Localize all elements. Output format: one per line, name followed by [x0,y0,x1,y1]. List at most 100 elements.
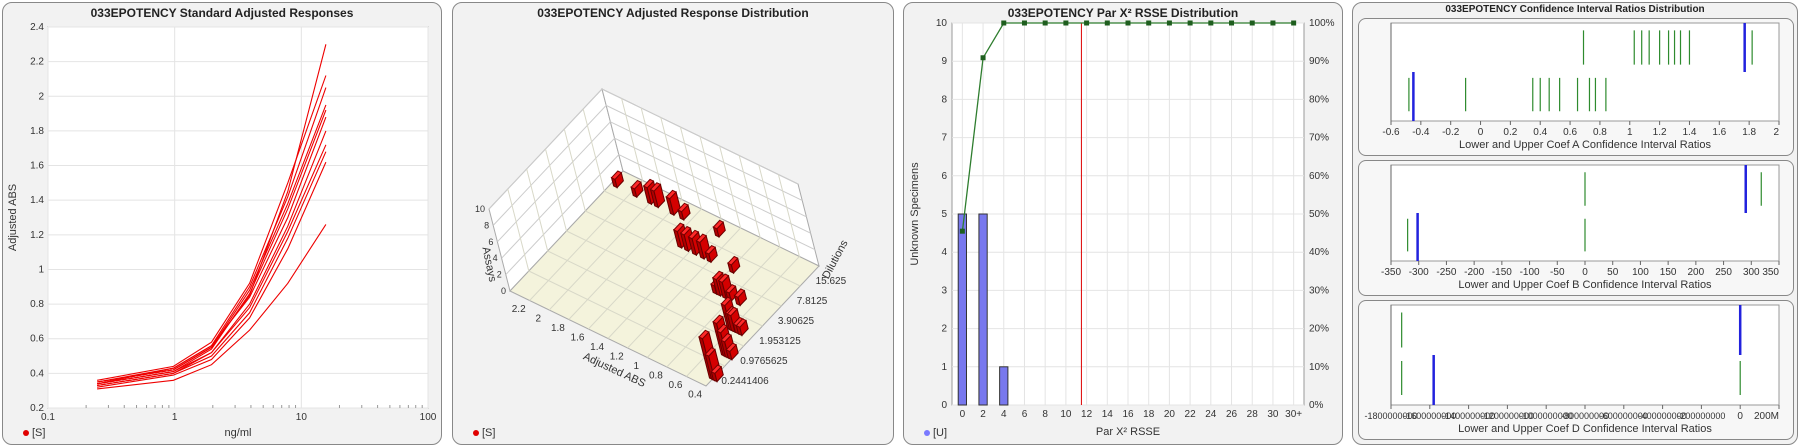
x-tick-label: 16 [1122,409,1134,420]
cumulative-point [1249,20,1255,26]
y2-tick-label: 40% [1309,247,1329,258]
cumulative-point [980,55,986,61]
x-axis-label: Lower and Upper Coef B Confidence Interv… [1458,279,1712,291]
panel-title: 033EPOTENCY Adjusted Response Distributi… [537,6,809,20]
z-tick-label: 8 [484,220,489,230]
x-tick-label: 350 [1762,267,1779,278]
x-tick-label: -800000000 [1561,411,1609,421]
y-tick-label: 1.4 [30,195,44,206]
bar-top [720,332,732,343]
legend-dot-icon [23,430,29,436]
bar-top [677,202,689,213]
standard-responses-chart: 0.2 0.4 0.6 0.8 1 1.2 1.4 1.6 1.8 2 2.2 2.4 0.1 1 10 10… [7,22,437,439]
bar-top [687,229,700,240]
x-tick-label: 0.4 [1533,127,1547,138]
bar-top [712,314,724,325]
y-tick-label: 0.4 [30,368,44,379]
y-tick-label: 0 [941,400,947,411]
y2-tick-label: 10% [1309,362,1329,373]
y-tick-label: 1.2 [30,230,44,241]
x-tick-label: 50 [1607,267,1619,278]
coef-b-subchart: -350 -300 -250 -200 -150 -100 -50 0 50 100 150 200 2… [1358,160,1794,296]
x-tick-label: 2 [980,409,986,420]
y-tick-label: 2.2 [30,57,44,68]
bar-top [725,342,737,353]
y-tick-label: 15.625 [816,276,847,287]
cumulative-point [1104,20,1110,26]
legend[interactable]: [S] [473,427,495,439]
bar-top [649,182,662,192]
x-tick-label: -200000000 [1677,411,1725,421]
x-tick-label: 14 [1102,409,1114,420]
plot-area [1390,304,1780,406]
legend[interactable]: [S] [23,427,45,439]
cumulative-point [1208,20,1214,26]
x-tick-label: 30 [1267,409,1279,420]
legend-label: [U] [933,427,948,439]
y-tick-label: 0.8 [30,299,44,310]
bar-top [695,233,708,244]
y2-tick-label: 70% [1309,133,1329,144]
x-tick-label: -300 [1409,267,1429,278]
y2-tick-label: 90% [1309,56,1329,67]
x-tick-label: 0.8 [1593,127,1607,138]
y-tick-label: 1.8 [30,126,44,137]
y-tick-label: 10 [936,18,948,29]
response-distribution-panel: 033EPOTENCY Adjusted Response Distributi… [452,2,894,445]
x-tick-label: 1 [1627,127,1633,138]
z-gridline [488,88,799,210]
y-axis-label: Adjusted ABS [7,184,19,251]
histogram-bar [978,213,988,406]
response-distribution-chart: 2.2 2 1.8 1.6 1.4 1.2 1 0.8 0.6 0.4 0.2441406 0.976… [475,87,851,401]
x-tick-label: 0.6 [1563,127,1577,138]
x-tick-label: 2.2 [512,304,526,315]
series-line [97,75,327,381]
x-tick-label: 1.8 [551,323,565,334]
x-tick-label: -1600000000 [1403,411,1456,421]
y-gridline [507,188,726,367]
x-axis-label: Lower and Upper Coef A Confidence Interv… [1459,139,1711,151]
y-gridline [545,148,763,327]
x-tick-label: -200 [1464,267,1484,278]
bar-top [704,347,716,357]
y-gridline [526,168,744,347]
bar-top [720,296,732,307]
bar-top [717,273,730,284]
x-tick-label: 1.6 [571,333,585,344]
x-tick-label: 10 [1060,409,1072,420]
x-tick-label: 22 [1185,409,1197,420]
x-tick-label: 20 [1164,409,1176,420]
y-tick-label: 7 [941,133,947,144]
bar-top [724,283,737,294]
bar-top [733,288,746,298]
y-tick-label: 0.6 [30,334,44,345]
series-line [97,144,327,385]
cumulative-point [1063,20,1069,26]
x-tick-label: -0.6 [1382,127,1400,138]
histogram-bar [999,366,1009,406]
y2-tick-label: 100% [1309,18,1335,29]
cumulative-point [1187,20,1193,26]
z-tick-label: 6 [488,237,493,247]
x-tick-label: 26 [1226,409,1238,420]
cumulative-point [959,228,965,234]
y-tick-label: 9 [941,56,947,67]
y-tick-label: 3 [941,285,947,296]
series-line [97,151,327,387]
x-tick-label: 24 [1205,409,1217,420]
cumulative-point [1001,20,1007,26]
legend-label: [S] [482,427,496,439]
cumulative-point [1291,20,1297,26]
y2-tick-label: 0% [1309,400,1324,411]
x-tick-label: -1800000000 [1364,411,1417,421]
x-tick-label: -0.2 [1442,127,1460,138]
x-axis-label: ng/ml [225,427,252,439]
panel-title: 033EPOTENCY Standard Adjusted Responses [90,6,354,20]
bar-top [642,178,655,189]
x-tick-label: -600000000 [1600,411,1648,421]
bar-top [726,306,739,317]
y-tick-label: 2.4 [30,22,44,33]
series-line [97,116,327,383]
y-tick-label: 2 [941,324,947,335]
legend[interactable]: [U] [924,427,947,439]
